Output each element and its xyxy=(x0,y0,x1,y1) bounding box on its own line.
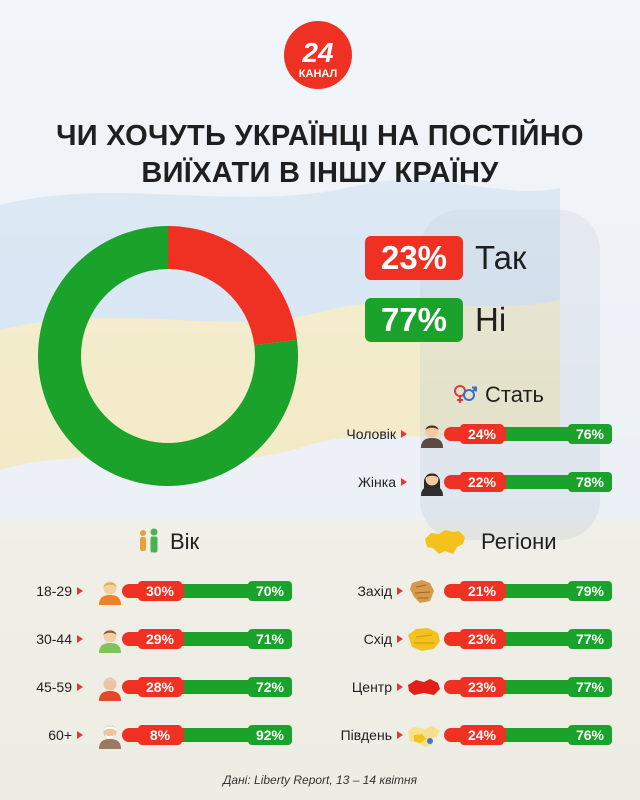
value-label-no: 76% xyxy=(568,424,612,444)
stacked-bar: 30% 70% xyxy=(122,581,292,601)
value-label-no: 71% xyxy=(248,629,292,649)
woman-icon xyxy=(418,468,446,496)
middle-aged-person-icon xyxy=(96,673,124,701)
row-arrow-icon xyxy=(77,587,83,595)
stacked-bar: 21% 79% xyxy=(444,581,612,601)
ukraine-map-icon xyxy=(425,530,465,554)
legend-no-value: 77% xyxy=(365,298,463,342)
logo-text: КАНАЛ xyxy=(299,68,337,80)
value-label-yes: 28% xyxy=(138,677,182,697)
value-label-yes: 8% xyxy=(138,725,182,745)
legend-yes-value: 23% xyxy=(365,236,463,280)
stacked-bar: 29% 71% xyxy=(122,629,292,649)
data-source: Дані: Liberty Report, 13 – 14 квітня xyxy=(222,773,418,787)
row-label: 30-44 xyxy=(36,631,72,647)
value-label-no: 72% xyxy=(248,677,292,697)
title-line-2: ВИЇХАТИ В ІНШУ КРАЇНУ xyxy=(141,157,499,189)
value-label-no: 92% xyxy=(248,725,292,745)
row-arrow-icon xyxy=(397,587,403,595)
row-arrow-icon xyxy=(397,731,403,739)
value-label-yes: 30% xyxy=(138,581,182,601)
row-label: 18-29 xyxy=(36,583,72,599)
stacked-bar: 24% 76% xyxy=(444,725,612,745)
stacked-bar: 28% 72% xyxy=(122,677,292,697)
chart-title: ЧИ ХОЧУТЬ УКРАЇНЦІ НА ПОСТІЙНО ВИЇХАТИ В… xyxy=(0,118,640,192)
row-label: 60+ xyxy=(48,727,72,743)
row-label: Жінка xyxy=(358,474,396,490)
stacked-bar: 23% 77% xyxy=(444,629,612,649)
stacked-bar: 24% 76% xyxy=(444,424,612,444)
map-center-icon xyxy=(406,673,440,701)
age-people-icon xyxy=(140,528,158,553)
row-label: Чоловік xyxy=(346,426,396,442)
row-label: Захід xyxy=(357,583,392,599)
man-icon xyxy=(418,420,446,448)
map-east-icon xyxy=(406,625,440,653)
legend-yes-label: Так xyxy=(475,239,527,276)
regions-heading: Регіони xyxy=(481,529,557,554)
value-label-no: 77% xyxy=(568,629,612,649)
young-person-icon xyxy=(96,577,124,605)
logo-number: 24 xyxy=(301,37,334,68)
row-arrow-icon xyxy=(397,683,403,691)
value-label-yes: 23% xyxy=(460,629,504,649)
title-line-1: ЧИ ХОЧУТЬ УКРАЇНЦІ НА ПОСТІЙНО xyxy=(56,120,584,152)
row-arrow-icon xyxy=(401,478,407,486)
stacked-bar: 23% 77% xyxy=(444,677,612,697)
map-west-icon xyxy=(406,577,434,605)
row-arrow-icon xyxy=(77,635,83,643)
row-arrow-icon xyxy=(77,731,83,739)
value-label-no: 77% xyxy=(568,677,612,697)
logo: 24 КАНАЛ xyxy=(284,21,352,89)
row-label: 45-59 xyxy=(36,679,72,695)
age-heading: Вік xyxy=(170,529,200,554)
stacked-bar: 8% 92% xyxy=(122,725,292,745)
donut-slice-no xyxy=(38,226,298,486)
donut-slice-yes xyxy=(168,226,297,346)
value-label-yes: 24% xyxy=(460,725,504,745)
elderly-person-icon xyxy=(96,721,124,749)
value-label-yes: 24% xyxy=(460,424,504,444)
row-label: Схід xyxy=(363,631,392,647)
map-south-icon xyxy=(406,721,440,749)
gender-symbol-icon xyxy=(454,385,477,403)
value-label-yes: 23% xyxy=(460,677,504,697)
row-arrow-icon xyxy=(397,635,403,643)
donut-chart xyxy=(38,226,298,486)
value-label-yes: 21% xyxy=(460,581,504,601)
stacked-bar: 22% 78% xyxy=(444,472,612,492)
legend-no-label: Ні xyxy=(475,301,507,338)
row-label: Південь xyxy=(340,727,392,743)
row-label: Центр xyxy=(351,679,392,695)
value-label-no: 76% xyxy=(568,725,612,745)
value-label-yes: 29% xyxy=(138,629,182,649)
row-arrow-icon xyxy=(401,430,407,438)
gender-heading: Стать xyxy=(485,382,545,407)
adult-person-icon xyxy=(96,625,124,653)
value-label-no: 78% xyxy=(568,472,612,492)
value-label-no: 79% xyxy=(568,581,612,601)
value-label-yes: 22% xyxy=(460,472,504,492)
row-arrow-icon xyxy=(77,683,83,691)
value-label-no: 70% xyxy=(248,581,292,601)
